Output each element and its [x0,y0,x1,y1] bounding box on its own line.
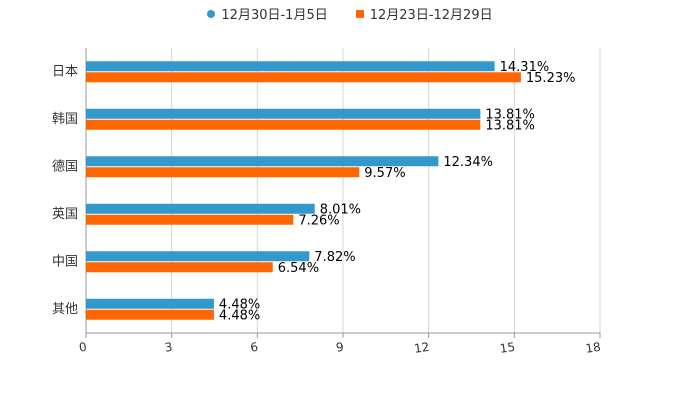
legend-item-series-1[interactable]: 12月30日-1月5日 [207,4,328,23]
bar-series-1 [86,251,310,262]
y-category-label: 德国 [52,159,78,174]
bar-series-2 [86,167,360,178]
bar-series-1 [86,298,214,309]
legend: 12月30日-1月5日 12月23日-12月29日 [0,4,700,23]
legend-label-series-1: 12月30日-1月5日 [221,8,328,23]
legend-item-series-2[interactable]: 12月23日-12月29日 [355,4,493,23]
data-label: 13.81% [485,107,535,122]
data-label: 6.54% [278,261,319,276]
x-tick-label: 15 [499,340,516,356]
bar-series-2 [86,262,273,273]
legend-marker-series-2 [355,9,364,18]
bar-series-1 [86,108,481,119]
legend-marker-series-1 [207,9,216,18]
data-label: 15.23% [526,71,576,86]
bar-series-1 [86,61,495,72]
data-label: 14.31% [500,60,550,75]
data-label: 7.82% [314,250,355,265]
bar-series-2 [86,119,481,130]
data-label: 8.01% [320,202,361,217]
y-category-label: 韩国 [52,112,78,127]
bar-series-1 [86,156,439,167]
y-category-label: 中国 [52,254,78,269]
x-tick-label: 0 [78,340,88,355]
y-category-label: 英国 [52,207,78,222]
x-tick-label: 9 [335,340,345,355]
data-label: 12.34% [443,155,493,170]
x-tick-label: 18 [585,340,602,356]
x-tick-label: 3 [164,340,174,355]
data-label: 9.57% [364,166,405,181]
x-tick-label: 12 [413,340,430,356]
legend-label-series-2: 12月23日-12月29日 [369,8,493,23]
bar-series-1 [86,203,315,214]
y-category-label: 日本 [52,64,78,79]
data-label: 13.81% [485,118,535,133]
bar-series-2 [86,214,294,225]
x-tick-label: 6 [249,340,259,355]
y-category-label: 其他 [52,302,78,317]
data-label: 7.26% [298,213,339,228]
data-label: 4.48% [219,308,260,323]
data-label: 4.48% [219,297,260,312]
bar-series-2 [86,72,521,83]
bar-series-2 [86,309,214,320]
